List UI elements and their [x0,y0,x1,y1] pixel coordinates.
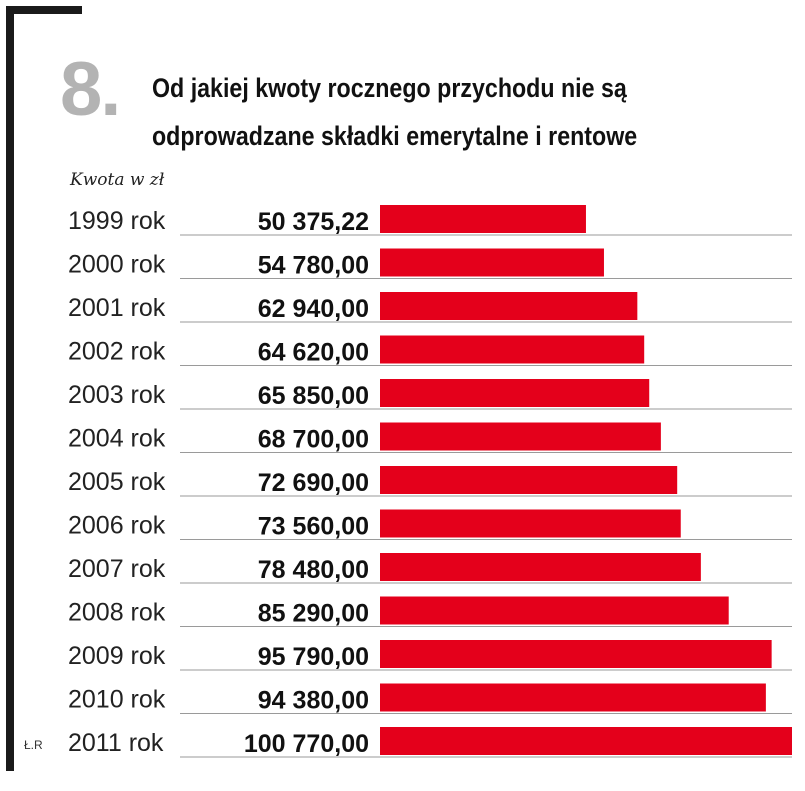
bar [380,292,638,320]
value-label: 85 290,00 [258,600,369,628]
bar [380,640,772,668]
bar [380,683,766,712]
category-label: 2008 rok [68,599,166,627]
value-label: 73 560,00 [258,513,369,541]
category-label: 2006 rok [68,512,166,540]
category-label: 2004 rok [68,425,166,453]
category-label: 2002 rok [68,338,166,366]
bar [380,727,792,755]
category-label: 2011 rok [68,729,164,757]
bar [380,379,650,407]
chart-title-line-1: Od jakiej kwoty rocznego przychodu nie s… [152,73,627,103]
value-label: 68 700,00 [258,426,369,454]
chart-title-line-2: odprowadzane składki emerytalne i rentow… [152,121,638,151]
infographic-number: 8. [60,47,121,132]
value-label: 100 770,00 [244,730,369,758]
value-label: 62 940,00 [258,295,369,323]
unit-label: Kwota w zł [70,170,165,190]
value-label: 72 690,00 [258,469,369,497]
bar [380,466,678,494]
value-label: 50 375,22 [258,208,369,236]
frame-vertical-bar [6,6,14,771]
category-label: 2010 rok [68,686,166,714]
category-label: 1999 rok [68,207,166,235]
category-label: 2000 rok [68,251,166,279]
bar [380,422,661,451]
category-label: 2001 rok [68,294,166,322]
value-label: 65 850,00 [258,382,369,410]
value-label: 54 780,00 [258,252,369,280]
value-label: 94 380,00 [258,687,369,715]
bar [380,335,645,364]
category-label: 2003 rok [68,381,166,409]
bar [380,553,701,581]
category-label: 2009 rok [68,642,166,670]
value-label: 95 790,00 [258,643,369,671]
author-credit: Ł.R [24,738,43,752]
value-label: 64 620,00 [258,339,369,367]
frame-horizontal-bar [6,6,82,14]
chart-title: Od jakiej kwoty rocznego przychodu nie s… [152,64,707,160]
value-label: 78 480,00 [258,556,369,584]
category-label: 2005 rok [68,468,166,496]
category-label: 2007 rok [68,555,166,583]
bar [380,248,604,277]
bar [380,205,586,233]
bar [380,596,729,625]
bar [380,509,681,538]
